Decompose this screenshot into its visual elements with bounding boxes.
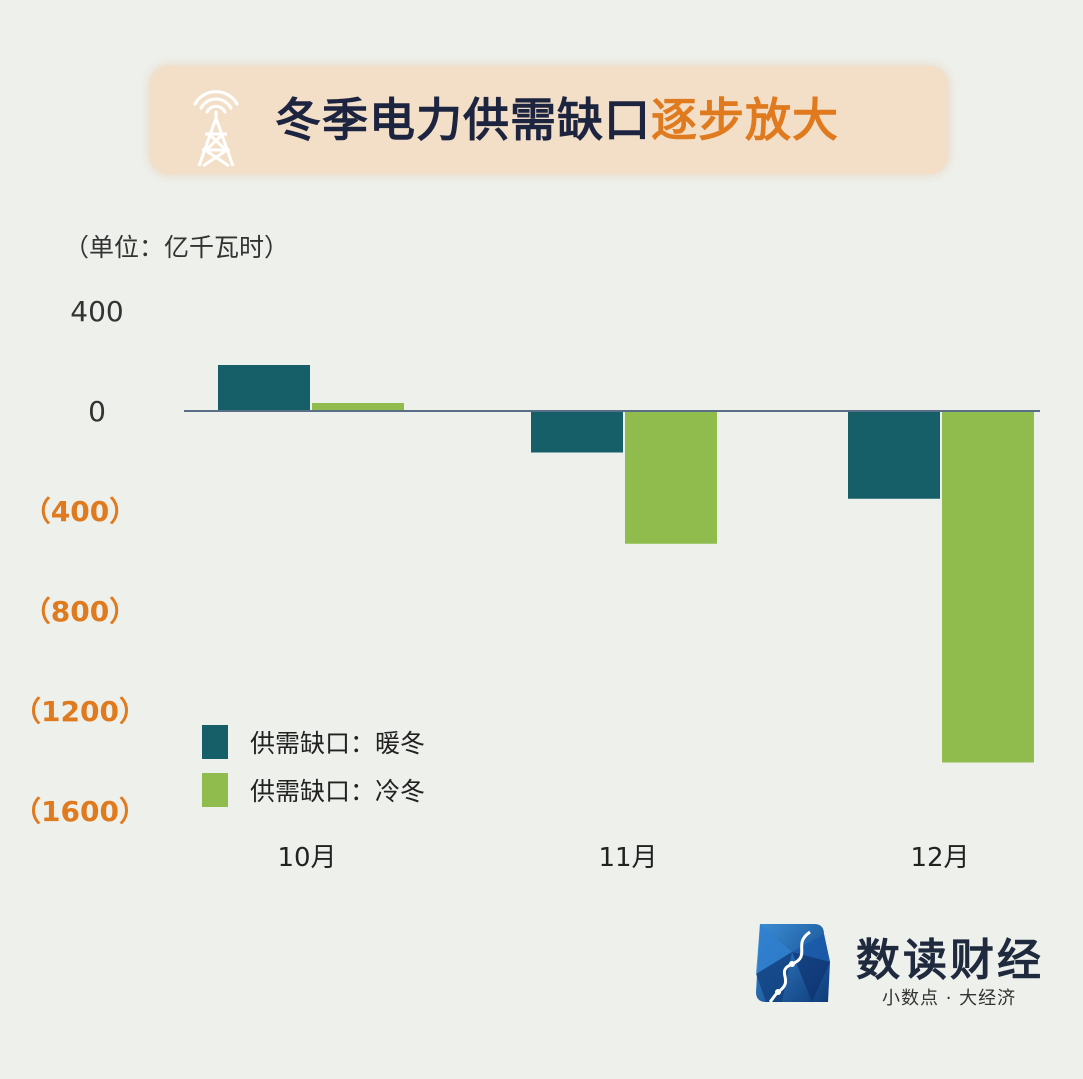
x-tick-label-0: 10月 [277, 843, 336, 873]
y-tick-label-5: （1600） [13, 795, 147, 828]
brand-tagline: 小数点 · 大经济 [882, 988, 1017, 1009]
bar-warm-winter-0 [218, 365, 310, 410]
transmission-tower-icon [193, 90, 239, 168]
title-main: 冬季电力供需缺口 [275, 93, 651, 147]
legend-label-cold-winter: 供需缺口：冷冬 [250, 777, 426, 806]
legend-label-warm-winter: 供需缺口：暖冬 [250, 729, 426, 758]
bar-cold-winter-0 [312, 403, 404, 410]
river-map-logo-icon [756, 924, 830, 1004]
unit-label: （单位：亿千瓦时） [64, 233, 290, 262]
page-title: 冬季电力供需缺口逐步放大 [275, 88, 839, 152]
y-tick-label-1: 0 [88, 395, 106, 428]
legend-item-warm-winter: 供需缺口：暖冬 [202, 718, 425, 766]
title-banner: 冬季电力供需缺口逐步放大 [150, 66, 948, 174]
y-tick-label-0: 400 [70, 295, 123, 328]
x-tick-label-2: 12月 [910, 843, 969, 873]
bar-cold-winter-2 [942, 410, 1034, 763]
brand-name: 数读财经 [856, 935, 1044, 986]
bar-warm-winter-2 [848, 410, 940, 499]
title-highlight: 逐步放大 [651, 93, 839, 147]
legend-item-cold-winter: 供需缺口：冷冬 [202, 766, 425, 814]
brand-block: 数读财经 小数点 · 大经济 [752, 922, 1072, 1012]
y-tick-label-4: （1200） [13, 695, 147, 728]
bar-warm-winter-1 [531, 410, 623, 453]
legend-swatch-cold-winter [202, 773, 228, 807]
chart-legend: 供需缺口：暖冬 供需缺口：冷冬 [202, 718, 425, 814]
y-tick-label-2: （400） [23, 495, 137, 528]
y-tick-label-3: （800） [23, 595, 137, 628]
bar-cold-winter-1 [625, 410, 717, 544]
legend-swatch-warm-winter [202, 725, 228, 759]
x-tick-label-1: 11月 [598, 843, 657, 873]
